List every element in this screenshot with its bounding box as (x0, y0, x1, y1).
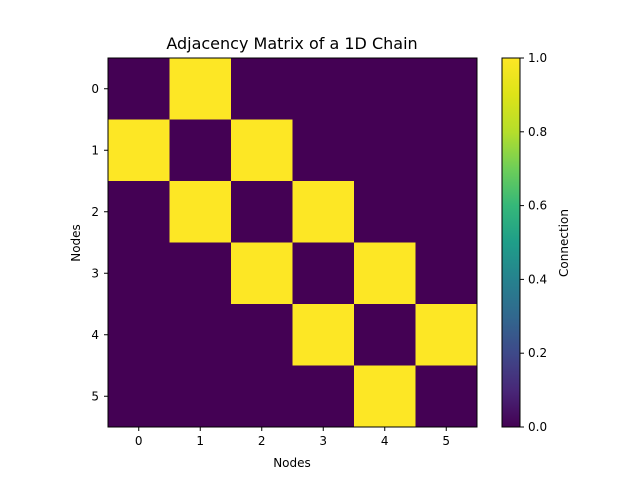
y-tick-label: 3 (91, 266, 99, 280)
heatmap-cell-r2-c0 (108, 181, 170, 243)
y-tick-label: 1 (91, 143, 99, 157)
heatmap-cell-r4-c2 (231, 304, 293, 366)
heatmap-cell-r4-c5 (415, 304, 478, 366)
y-tick-label: 2 (91, 205, 99, 219)
heatmap-cell-r0-c5 (415, 58, 478, 120)
colorbar-ticks: 0.0 0.2 0.4 0.6 0.8 1.0 (520, 51, 547, 434)
x-tick-label: 2 (258, 434, 266, 448)
x-tick-label: 5 (442, 434, 450, 448)
colorbar-label: Connection (557, 209, 571, 277)
heatmap-cell-r3-c1 (169, 242, 232, 305)
heatmap-cell-r0-c1 (169, 58, 232, 120)
y-axis-ticks: 0 1 2 3 4 5 (91, 82, 108, 403)
heatmap-cell-r3-c3 (292, 242, 355, 305)
x-tick-label: 4 (381, 434, 389, 448)
colorbar-tick-label: 0.8 (528, 125, 547, 139)
colorbar-tick-label: 1.0 (528, 51, 547, 65)
heatmap-cell-r3-c0 (108, 242, 170, 305)
heatmap-cell-r2-c5 (415, 181, 478, 243)
heatmap-cell-r3-c4 (354, 242, 416, 305)
colorbar-tick-label: 0.2 (528, 346, 547, 360)
heatmap-cell-r1-c3 (292, 119, 355, 182)
colorbar (501, 57, 521, 428)
heatmap-cell-r2-c3 (292, 181, 355, 243)
heatmap-cell-r4-c3 (292, 304, 355, 366)
colorbar-tick-label: 0.6 (528, 199, 547, 213)
heatmap-cell-r2-c4 (354, 181, 416, 243)
heatmap-cell-r1-c2 (231, 119, 293, 182)
heatmap-cell-r0-c0 (108, 58, 170, 120)
heatmap-cell-r4-c4 (354, 304, 416, 366)
heatmap-cells (108, 58, 478, 428)
y-axis-label: Nodes (69, 224, 83, 262)
heatmap-cell-r0-c2 (231, 58, 293, 120)
heatmap-cell-r1-c1 (169, 119, 232, 182)
x-axis-ticks: 0 1 2 3 4 5 (135, 427, 450, 448)
heatmap-cell-r5-c4 (354, 365, 416, 428)
heatmap-cell-r5-c2 (231, 365, 293, 428)
chart-title: Adjacency Matrix of a 1D Chain (166, 34, 417, 53)
heatmap-cell-r2-c2 (231, 181, 293, 243)
heatmap-cell-r4-c1 (169, 304, 232, 366)
colorbar-tick-label: 0.0 (528, 420, 547, 434)
heatmap-cell-r1-c5 (415, 119, 478, 182)
heatmap-cell-r5-c1 (169, 365, 232, 428)
x-tick-label: 0 (135, 434, 143, 448)
heatmap-cell-r3-c2 (231, 242, 293, 305)
heatmap-cell-r5-c0 (108, 365, 170, 428)
heatmap-cell-r1-c4 (354, 119, 416, 182)
plot-frame (107, 57, 478, 428)
heatmap-cell-r3-c5 (415, 242, 478, 305)
heatmap-cell-r5-c5 (415, 365, 478, 428)
heatmap-cell-r2-c1 (169, 181, 232, 243)
y-tick-label: 4 (91, 328, 99, 342)
heatmap-cell-r0-c4 (354, 58, 416, 120)
x-tick-label: 3 (319, 434, 327, 448)
x-axis-label: Nodes (273, 456, 311, 470)
y-tick-label: 5 (91, 389, 99, 403)
y-tick-label: 0 (91, 82, 99, 96)
colorbar-tick-label: 0.4 (528, 272, 547, 286)
x-tick-label: 1 (196, 434, 204, 448)
heatmap-cell-r4-c0 (108, 304, 170, 366)
heatmap-cell-r5-c3 (292, 365, 355, 428)
heatmap-cell-r0-c3 (292, 58, 355, 120)
heatmap-cell-r1-c0 (108, 119, 170, 182)
